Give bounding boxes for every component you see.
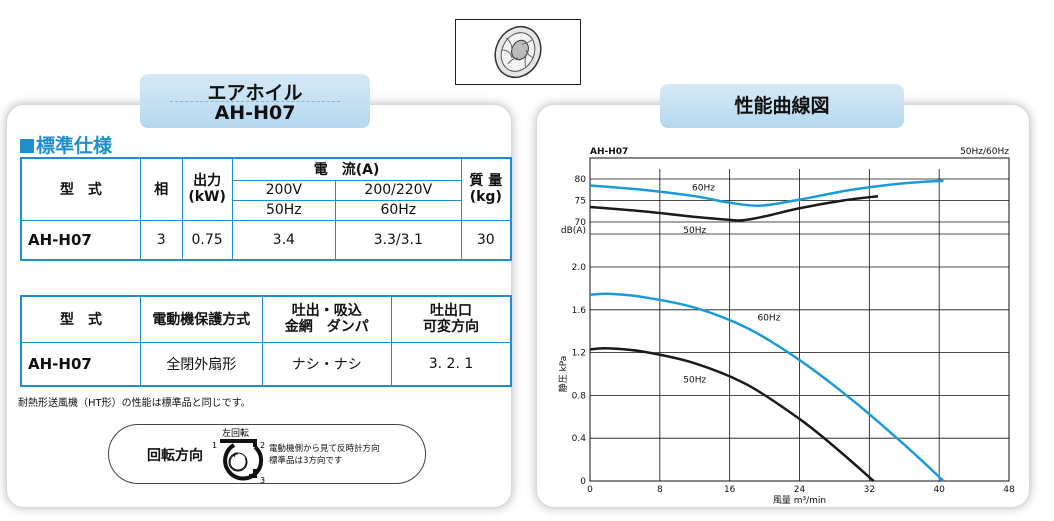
row2-outlet: ナシ・ナシ [261, 341, 393, 387]
header-mass-text: 質 量 (kg) [469, 173, 503, 206]
header2-direction-text: 吐出口 可変方向 [423, 303, 479, 336]
product-title-tag: エアホイル AH-H07 [140, 74, 370, 128]
title-divider [170, 101, 340, 102]
rotation-diagram: 左回転 1 2 3 [212, 427, 265, 485]
header-mass: 質 量 (kg) [460, 157, 512, 221]
rotation-desc-line2: 標準品は3方向です [269, 456, 343, 466]
pressure-axis-label: 静圧 kPa [557, 356, 569, 393]
x-tick-label: 0 [587, 485, 593, 495]
pressure-tick-label: 0.8 [572, 391, 587, 401]
header2-outlet-text: 吐出・吸込 金網 ダンパ [284, 303, 369, 336]
row-model: AH-H07 [20, 219, 141, 261]
noise-series-label-60hz: 60Hz [692, 184, 715, 194]
row-current-50: 3.4 [231, 219, 337, 261]
outlet-number-1: 1 [212, 441, 217, 450]
pressure-series-label-50hz: 50Hz [683, 376, 706, 386]
chart-frequency-label: 50Hz/60Hz [960, 147, 1009, 157]
performance-chart: 0 8 16 24 32 40 48 70 75 80 0 0.4 0.8 1.2 1.6 2.0 AH-H07… [557, 147, 1015, 504]
pressure-curve-50hz [589, 347, 875, 482]
rotation-description: 電動機側から見て反時計方向 標準品は3方向です [269, 443, 380, 467]
noise-axis-label: dB(A) [561, 226, 586, 236]
spec-table-electrical: 型 式 相 出力 (kW) 電 流(A) 質 量 (kg) 200V 200/2… [20, 157, 512, 261]
row-phase: 3 [139, 219, 183, 261]
product-name: エアホイル [207, 82, 303, 104]
header-current: 電 流(A) [231, 157, 462, 181]
rotation-desc-line1: 電動機側から見て反時計方向 [269, 444, 380, 454]
x-tick-label: 32 [864, 485, 875, 495]
row-mass: 30 [460, 219, 512, 261]
fan-casing-icon [220, 439, 264, 481]
header-50hz: 50Hz [231, 199, 337, 221]
header-model: 型 式 [20, 157, 141, 221]
outlet-number-2: 2 [260, 441, 265, 450]
header2-model: 型 式 [20, 295, 142, 343]
performance-panel [536, 104, 1030, 508]
row-current-60: 3.3/3.1 [335, 219, 462, 261]
noise-series-label-50hz: 50Hz [683, 226, 706, 236]
rotation-direction-box: 回転方向 左回転 1 2 3 電動機側から見て反時計方向 標準品は3方向です [108, 424, 426, 485]
rotation-direction-text: 左回転 [222, 427, 249, 439]
x-tick-label: 24 [794, 485, 806, 495]
section-title-text: 標準仕様 [36, 135, 113, 157]
air-wheel-impeller-icon [494, 25, 542, 79]
row2-model: AH-H07 [20, 341, 142, 387]
x-tick-label: 48 [1003, 485, 1015, 495]
noise-tick-label: 70 [575, 218, 587, 228]
pressure-curve-60hz [589, 292, 945, 482]
header-60hz: 60Hz [335, 199, 462, 221]
footnote: 耐熱形送風機（HT形）の性能は標準品と同じです。 [18, 398, 251, 409]
header-200v: 200V [231, 179, 337, 201]
x-axis-label: 風量 m³/min [773, 495, 826, 504]
row-output: 0.75 [181, 219, 233, 261]
product-image [455, 19, 581, 85]
pressure-tick-label: 0.4 [572, 434, 587, 444]
header2-protection: 電動機保護方式 [140, 295, 263, 343]
pressure-tick-label: 1.6 [572, 306, 587, 316]
x-tick-label: 40 [933, 485, 945, 495]
header-output-text: 出力 (kW) [188, 173, 226, 206]
row2-direction: 3. 2. 1 [391, 341, 512, 387]
product-model: AH-H07 [214, 102, 296, 124]
noise-curve-60hz [589, 179, 944, 207]
noise-curve-50hz [589, 194, 879, 222]
noise-tick-label: 75 [575, 197, 586, 207]
x-tick-label: 8 [657, 485, 663, 495]
pressure-tick-label: 2.0 [572, 263, 587, 273]
x-tick-label: 16 [724, 485, 736, 495]
spec-table-structure: 型 式 電動機保護方式 吐出・吸込 金網 ダンパ 吐出口 可変方向 AH-H07… [20, 295, 512, 387]
pressure-series-label-60hz: 60Hz [757, 314, 780, 324]
header-200-220v: 200/220V [335, 179, 462, 201]
header2-outlet: 吐出・吸込 金網 ダンパ [261, 295, 393, 343]
header-output: 出力 (kW) [181, 157, 233, 221]
header2-direction: 吐出口 可変方向 [391, 295, 512, 343]
chart-model-label: AH-H07 [590, 147, 628, 157]
rotation-label: 回転方向 [147, 448, 203, 464]
noise-tick-label: 80 [575, 175, 587, 185]
section-title: 標準仕様 [20, 131, 112, 158]
header-phase: 相 [139, 157, 183, 221]
square-bullet-icon [20, 139, 34, 153]
pressure-tick-label: 0 [580, 477, 586, 487]
pressure-tick-label: 1.2 [572, 349, 586, 359]
row2-protection: 全閉外扇形 [140, 341, 263, 387]
performance-title: 性能曲線図 [660, 84, 904, 128]
outlet-number-3: 3 [260, 476, 265, 485]
